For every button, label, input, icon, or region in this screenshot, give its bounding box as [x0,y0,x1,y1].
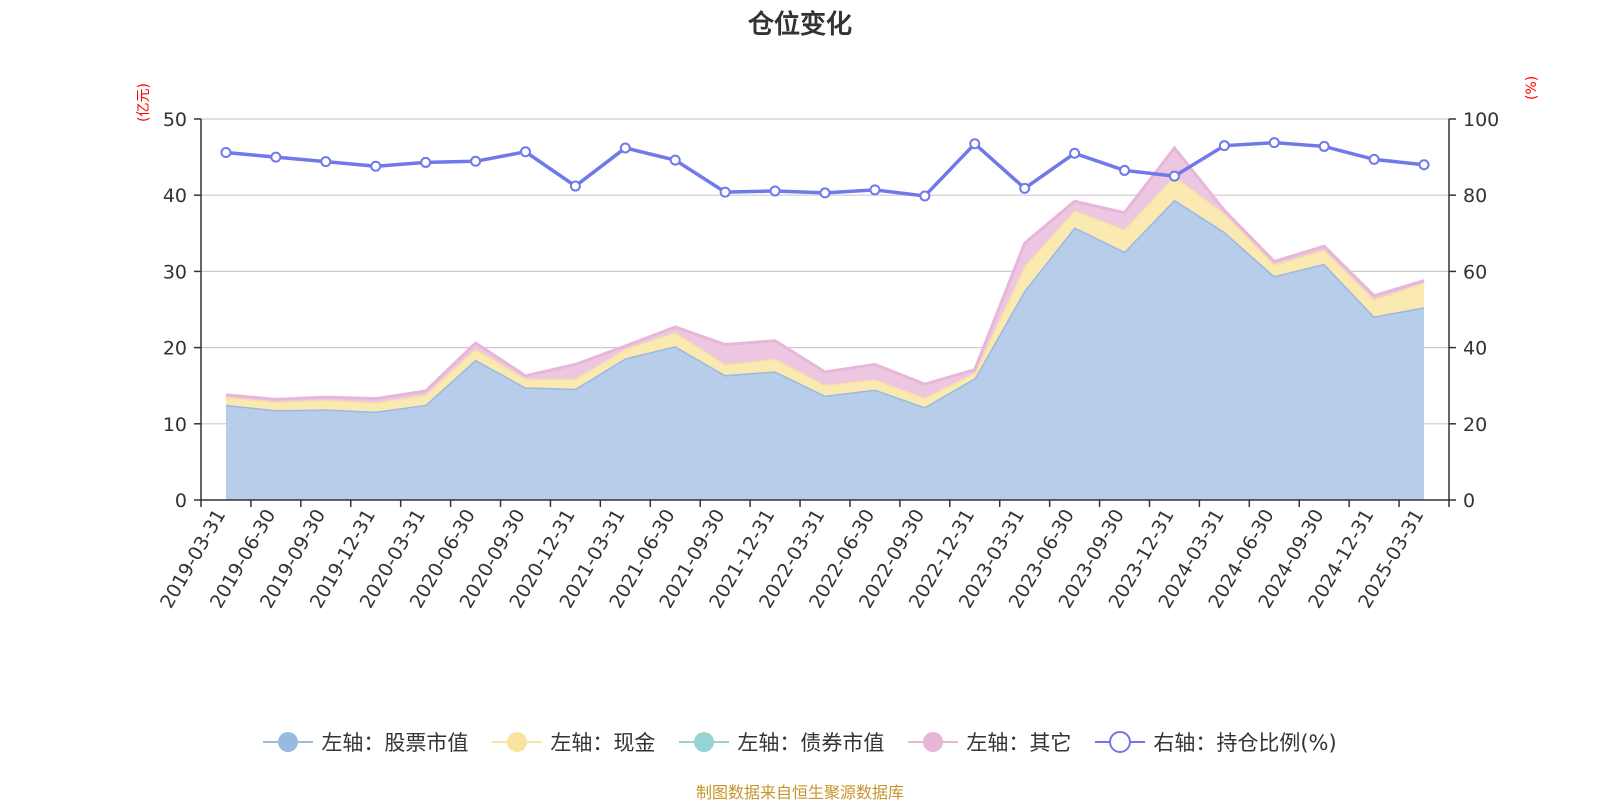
ratio-point [819,187,831,199]
ratio-point [420,156,432,168]
ratio-point [220,147,232,159]
legend-other-label: 左轴：其它 [966,731,1072,755]
ratio-point [370,160,382,172]
legend-bond-icon [679,732,730,752]
ratio-point [1368,153,1380,165]
right-tick-label: 0 [1463,490,1475,512]
left-tick-label: 40 [163,185,187,207]
right-tick-label: 80 [1463,185,1487,207]
right-tick-label: 60 [1463,261,1487,283]
left-tick-label: 50 [163,109,187,131]
legend-stock-icon [263,732,314,752]
left-tick-label: 10 [163,414,187,436]
ratio-point [270,151,282,163]
data-source-note: 制图数据来自恒生聚源数据库 [695,783,904,802]
area-1 [225,176,1425,412]
ratio-point [1019,182,1031,194]
ratio-point [1218,140,1230,152]
legend-bond-label: 左轴：债券市值 [737,731,885,755]
left-tick-label: 20 [163,338,187,360]
ratio-point [519,146,531,158]
ratio-point [569,180,581,192]
legend-item-stock[interactable]: 左轴：股票市值 [263,727,468,757]
ratio-point [719,186,731,198]
ratio-point [919,190,931,202]
legend-item-other[interactable]: 左轴：其它 [908,727,1071,757]
legend-ratio-label: 右轴：持仓比例(%) [1153,731,1337,755]
left-tick-label: 0 [175,490,187,512]
ratio-point [869,184,881,196]
legend-stock-label: 左轴：股票市值 [321,731,469,755]
ratio-point [969,138,981,150]
position-chart: 010203040500204060801002019-03-312019-06… [156,109,1499,612]
ratio-point [1418,159,1430,171]
ratio-point [1168,170,1180,182]
ratio-point [1268,137,1280,149]
legend-other-icon [908,732,959,752]
legend-cash-icon [492,732,543,752]
right-tick-label: 20 [1463,414,1487,436]
stacked-areas [225,145,1425,500]
ratio-point [619,142,631,154]
chart-title: 仓位变化 [747,10,852,40]
ratio-point [769,185,781,197]
right-tick-label: 40 [1463,338,1487,360]
ratio-point [1318,140,1330,152]
legend-item-bond[interactable]: 左轴：债券市值 [679,727,884,757]
ratio-point [669,154,681,166]
legend: 左轴：股票市值 左轴：现金 左轴：债券市值 左轴：其它 右轴：持仓比例(%) [0,722,1600,762]
area-0 [225,199,1425,500]
ratio-line [220,137,1430,202]
ratio-point [1119,164,1131,176]
legend-item-ratio[interactable]: 右轴：持仓比例(%) [1095,727,1337,757]
ratio-point [470,155,482,167]
legend-item-cash[interactable]: 左轴：现金 [492,727,655,757]
ratio-point [320,156,332,168]
ratio-point [1069,147,1081,159]
legend-cash-label: 左轴：现金 [550,731,656,755]
right-tick-label: 100 [1463,109,1499,131]
left-tick-label: 30 [163,261,187,283]
legend-ratio-icon [1095,731,1146,753]
area-line-3 [225,145,1425,401]
